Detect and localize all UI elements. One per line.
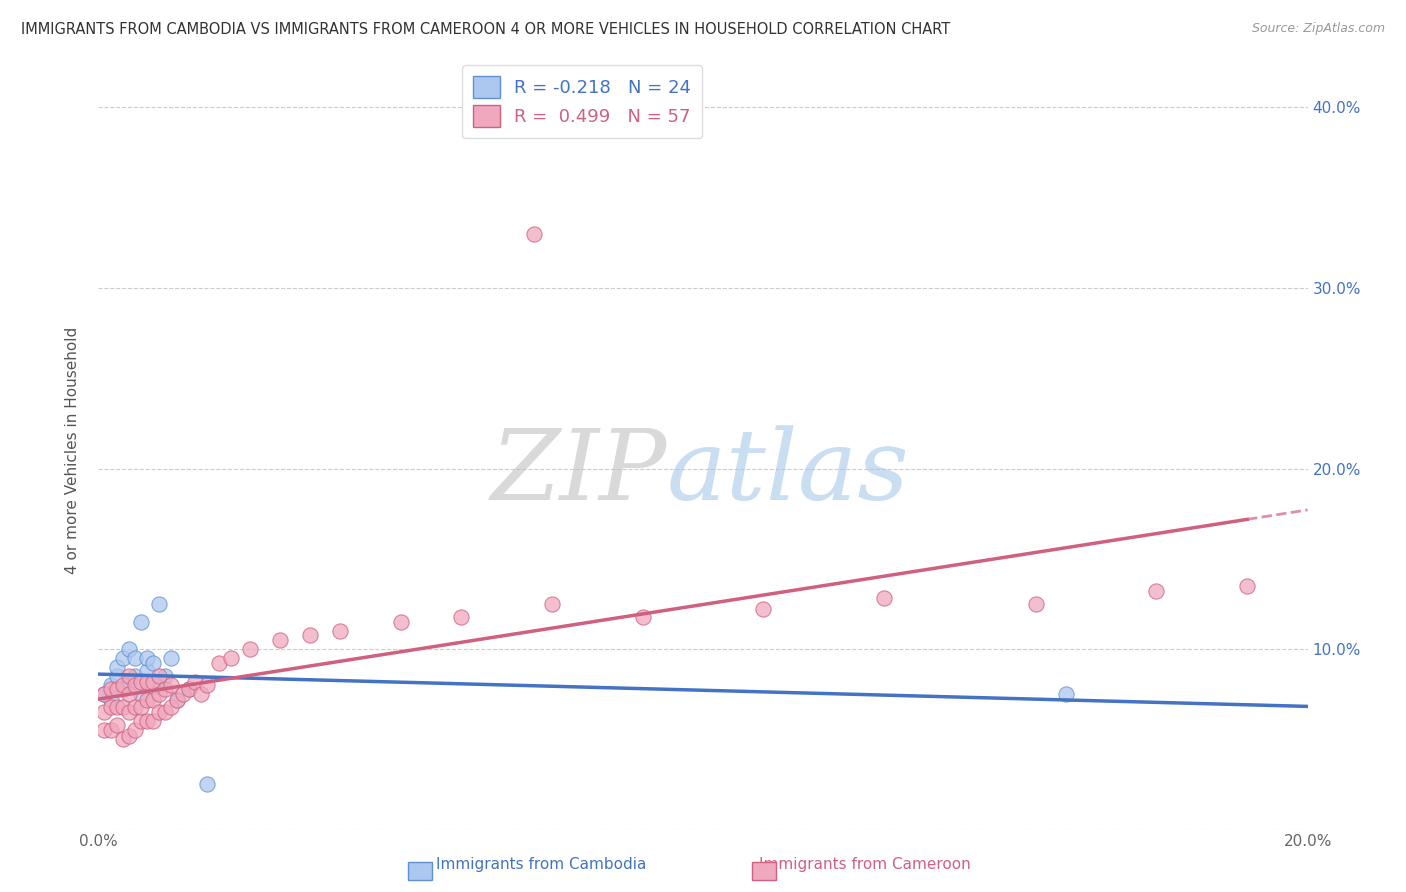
Point — [111, 699, 134, 714]
Point — [148, 597, 170, 611]
Point — [105, 660, 128, 674]
Point — [124, 699, 146, 714]
Point — [124, 669, 146, 683]
Y-axis label: 4 or more Vehicles in Household: 4 or more Vehicles in Household — [65, 326, 80, 574]
Point — [129, 674, 152, 689]
Point — [124, 678, 146, 692]
Point — [540, 597, 562, 611]
Point — [166, 692, 188, 706]
Text: Source: ZipAtlas.com: Source: ZipAtlas.com — [1251, 22, 1385, 36]
Point — [631, 609, 654, 624]
Point — [118, 687, 141, 701]
Point — [873, 591, 896, 606]
Point — [153, 669, 176, 683]
Point — [1054, 687, 1077, 701]
Point — [148, 705, 170, 719]
Point — [752, 602, 775, 616]
Point — [129, 687, 152, 701]
Point — [111, 732, 134, 747]
Point — [195, 777, 218, 791]
Point — [239, 642, 262, 657]
Point — [105, 669, 128, 683]
Point — [523, 227, 546, 241]
Point — [208, 657, 231, 671]
Legend: R = -0.218   N = 24, R =  0.499   N = 57: R = -0.218 N = 24, R = 0.499 N = 57 — [463, 65, 702, 138]
Point — [135, 664, 157, 678]
Point — [269, 633, 291, 648]
Point — [148, 669, 170, 683]
Point — [153, 681, 176, 696]
Point — [142, 674, 165, 689]
Point — [179, 681, 201, 696]
Point — [124, 723, 146, 738]
Point — [118, 729, 141, 743]
Point — [129, 615, 152, 629]
Text: atlas: atlas — [666, 425, 910, 521]
Point — [129, 699, 152, 714]
Point — [124, 651, 146, 665]
Point — [329, 624, 352, 638]
Point — [100, 723, 122, 738]
Point — [389, 615, 412, 629]
Point — [1236, 579, 1258, 593]
Point — [118, 705, 141, 719]
Point — [118, 669, 141, 683]
Point — [148, 687, 170, 701]
Point — [179, 681, 201, 696]
Text: ZIP: ZIP — [491, 425, 666, 521]
Point — [135, 674, 157, 689]
Point — [93, 705, 115, 719]
Point — [111, 678, 134, 692]
Text: Immigrants from Cameroon: Immigrants from Cameroon — [759, 857, 970, 872]
Point — [1144, 584, 1167, 599]
Point — [172, 687, 194, 701]
Point — [221, 651, 243, 665]
Point — [111, 681, 134, 696]
Point — [153, 705, 176, 719]
Point — [166, 692, 188, 706]
Point — [93, 687, 115, 701]
Point — [100, 678, 122, 692]
Point — [135, 651, 157, 665]
Point — [1024, 597, 1046, 611]
Point — [148, 678, 170, 692]
Point — [299, 627, 322, 641]
Point — [118, 642, 141, 657]
Point — [93, 723, 115, 738]
Point — [450, 609, 472, 624]
Point — [142, 657, 165, 671]
Point — [160, 699, 183, 714]
Point — [129, 714, 152, 729]
Point — [100, 699, 122, 714]
Point — [100, 692, 122, 706]
Text: IMMIGRANTS FROM CAMBODIA VS IMMIGRANTS FROM CAMEROON 4 OR MORE VEHICLES IN HOUSE: IMMIGRANTS FROM CAMBODIA VS IMMIGRANTS F… — [21, 22, 950, 37]
Point — [142, 714, 165, 729]
Point — [142, 692, 165, 706]
Point — [118, 674, 141, 689]
Text: Immigrants from Cambodia: Immigrants from Cambodia — [436, 857, 647, 872]
Point — [111, 651, 134, 665]
Point — [105, 699, 128, 714]
Point — [135, 692, 157, 706]
Point — [93, 687, 115, 701]
Point — [105, 681, 128, 696]
Point — [160, 651, 183, 665]
Point — [160, 678, 183, 692]
Point — [184, 674, 207, 689]
Point — [105, 718, 128, 732]
Point — [195, 678, 218, 692]
Point — [135, 714, 157, 729]
Point — [190, 687, 212, 701]
Point — [100, 681, 122, 696]
